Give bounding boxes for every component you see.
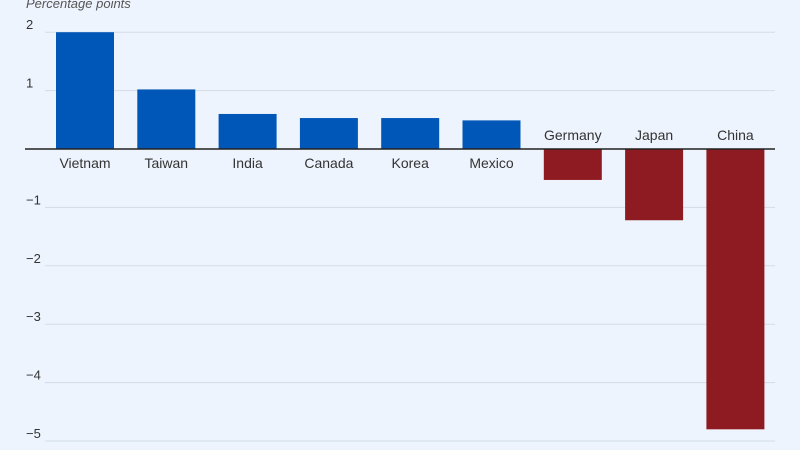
y-tick-label: −1 [26,192,41,207]
category-label: Canada [304,155,353,171]
y-tick-label: −2 [26,251,41,266]
category-label: Mexico [469,155,514,171]
category-label: Taiwan [145,155,189,171]
bar-vietnam [56,32,114,150]
category-labels: Vietnam Taiwan India Canada Korea Mexico Germa… [59,127,753,171]
bar-germany [543,149,602,180]
category-label: China [717,127,754,143]
bar-china [706,149,765,430]
y-tick-label: −3 [26,309,41,324]
category-label: Japan [635,127,673,143]
y-tick-label: −4 [26,368,41,383]
bar-india [218,113,277,149]
category-label: Vietnam [59,155,110,171]
y-axis-label: Percentage points [26,0,131,11]
bar-korea [381,118,440,149]
category-label: Germany [544,127,602,143]
y-tick-labels: 2 1 −1 −2 −3 −4 −5 [26,17,41,441]
y-tick-label: 1 [26,76,33,91]
y-tick-label: −5 [26,426,41,441]
category-label: Korea [392,155,430,171]
bars [56,32,765,430]
bar-taiwan [137,89,196,149]
category-label: India [232,155,263,171]
bar-mexico [462,120,521,149]
bar-canada [299,118,358,149]
y-tick-label: 2 [26,17,33,32]
bar-japan [625,149,684,221]
